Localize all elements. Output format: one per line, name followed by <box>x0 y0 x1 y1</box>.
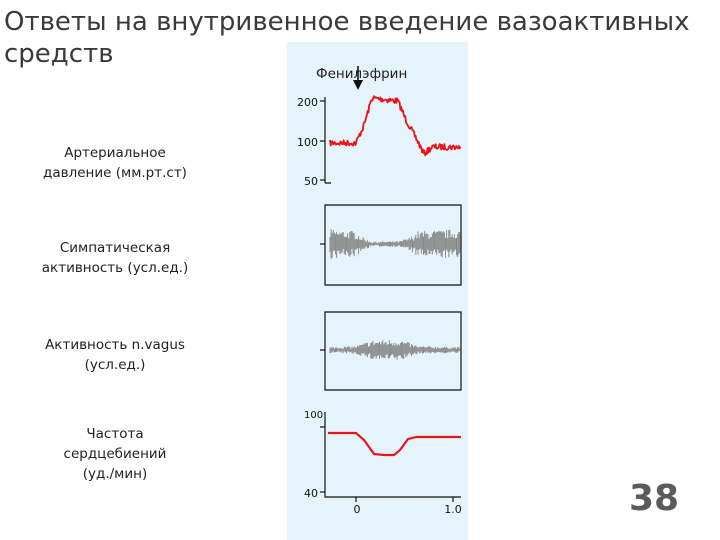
bp-tick-100: 100 <box>297 136 318 149</box>
hr-label-line-2: сердцебиений <box>63 446 167 462</box>
slide-title: Ответы на внутривенное введение вазоакти… <box>4 7 690 69</box>
hr-trace <box>327 431 462 457</box>
drug-label: Фенилэфрин <box>316 66 407 82</box>
vagus-label-line-2: (усл.ед.) <box>84 357 146 373</box>
injection-arrow-icon <box>353 66 363 90</box>
sympathetic-label-line-1: Симпатическая <box>59 240 171 256</box>
hr-label-line-1: Частота <box>86 426 144 442</box>
hr-axis: 100 40 <box>304 410 325 500</box>
slide-number: 38 <box>628 478 680 519</box>
vagus-label-line-1: Активность n.vagus <box>45 337 185 353</box>
hr-label-line-3: (уд./мин) <box>82 466 148 482</box>
recording-panel <box>287 42 468 540</box>
sympathetic-label-line-2: активность (усл.ед.) <box>41 260 189 276</box>
hr-tick-100: 100 <box>304 410 323 421</box>
sympathetic-frame <box>324 204 462 286</box>
time-tick-0: 0 <box>354 503 361 516</box>
time-tick-1: 1.0 <box>444 503 462 516</box>
bp-label-line-2: давление (мм.рт.ст) <box>43 165 187 181</box>
hr-tick-40: 40 <box>304 487 318 500</box>
vagus-label: Активность n.vagus (усл.ед.) <box>30 335 200 375</box>
hr-label: Частота сердцебиений (уд./мин) <box>40 424 190 484</box>
bp-frame <box>324 97 331 184</box>
bp-axis: 200 100 50 <box>297 96 325 188</box>
hr-frame <box>324 412 461 498</box>
bp-label-line-1: Артериальное <box>64 145 166 161</box>
bp-trace <box>329 95 462 157</box>
vagus-frame <box>324 311 462 391</box>
vagus-trace <box>329 340 461 360</box>
bp-tick-50: 50 <box>304 175 318 188</box>
bp-tick-200: 200 <box>297 96 318 109</box>
time-axis: 0 1.0 <box>354 497 462 516</box>
sympathetic-trace <box>329 229 461 259</box>
bp-label: Артериальное давление (мм.рт.ст) <box>30 143 200 183</box>
sympathetic-label: Симпатическая активность (усл.ед.) <box>30 238 200 278</box>
